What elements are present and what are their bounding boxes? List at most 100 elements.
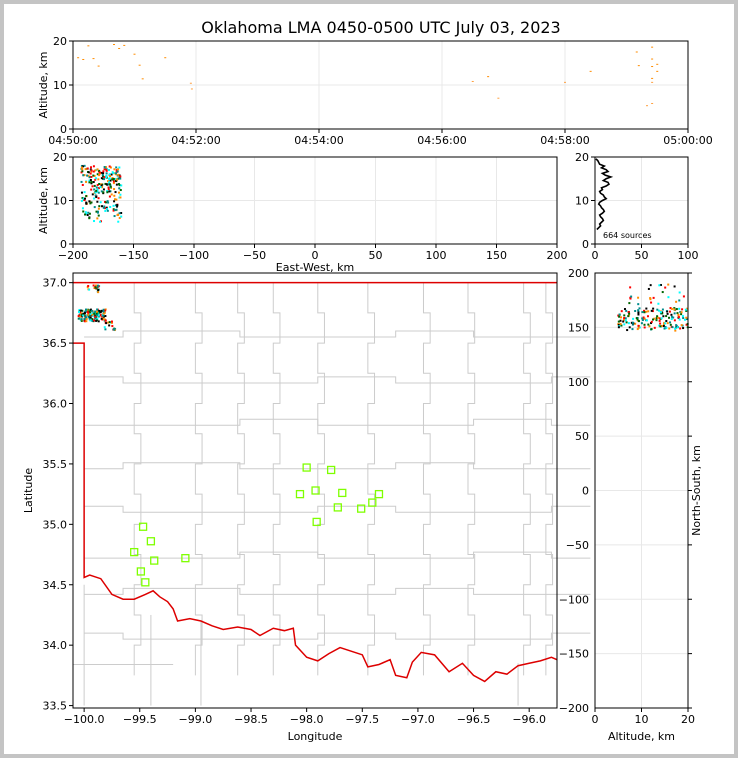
vhf-source-point bbox=[681, 315, 684, 318]
vhf-source-point bbox=[115, 208, 118, 211]
vhf-source-point bbox=[95, 312, 98, 315]
vhf-source-point bbox=[87, 174, 90, 177]
y-tick-label: 10 bbox=[575, 195, 589, 208]
vhf-source-point bbox=[107, 180, 110, 183]
vhf-source-point bbox=[626, 329, 629, 332]
vhf-source-point bbox=[637, 303, 640, 306]
vhf-source-point bbox=[96, 310, 99, 313]
vhf-source-point bbox=[115, 179, 118, 182]
vhf-source-point bbox=[81, 183, 84, 186]
y-tick-label: 50 bbox=[575, 430, 589, 443]
vhf-source-point bbox=[655, 317, 658, 320]
vhf-source-point bbox=[80, 191, 83, 194]
vhf-source-point bbox=[90, 182, 93, 185]
vhf-source-point bbox=[637, 296, 640, 299]
x-tick-label: 50 bbox=[635, 249, 649, 262]
vhf-source-point bbox=[77, 57, 80, 59]
vhf-source-point bbox=[82, 197, 85, 200]
vhf-source-point bbox=[138, 64, 141, 66]
county-boundary bbox=[84, 376, 591, 384]
lma-station-marker bbox=[368, 498, 377, 507]
vhf-source-point bbox=[93, 197, 96, 200]
lma-station-marker bbox=[338, 488, 347, 498]
vhf-source-point bbox=[98, 169, 101, 172]
vhf-source-point bbox=[98, 171, 101, 174]
vhf-source-point bbox=[85, 212, 88, 215]
vhf-source-point bbox=[107, 186, 110, 189]
vhf-source-point bbox=[649, 284, 652, 287]
vhf-source-point bbox=[77, 315, 80, 318]
vhf-source-point bbox=[116, 178, 119, 181]
vhf-source-point bbox=[119, 196, 122, 199]
vhf-source-point bbox=[81, 207, 84, 210]
vhf-source-point bbox=[96, 308, 99, 311]
vhf-source-point bbox=[113, 168, 116, 171]
vhf-source-point bbox=[94, 169, 97, 172]
y-tick-label: 150 bbox=[568, 321, 589, 334]
vhf-source-point bbox=[661, 308, 664, 311]
vhf-source-point bbox=[686, 307, 689, 310]
vhf-source-point bbox=[651, 81, 654, 83]
vhf-source-point bbox=[564, 81, 566, 83]
vhf-source-point bbox=[627, 322, 630, 325]
vhf-source-point bbox=[634, 309, 637, 312]
vhf-source-point bbox=[118, 212, 121, 215]
vhf-source-point bbox=[678, 291, 681, 294]
vhf-source-point bbox=[113, 44, 115, 46]
vhf-source-point bbox=[90, 166, 93, 169]
vhf-source-point bbox=[105, 322, 108, 325]
vhf-source-point bbox=[661, 312, 664, 315]
y-axis-label: Altitude, km bbox=[37, 167, 50, 234]
vhf-source-point bbox=[119, 189, 122, 192]
vhf-source-point bbox=[94, 286, 97, 289]
vhf-source-point bbox=[77, 311, 80, 314]
vhf-source-point bbox=[637, 324, 640, 327]
vhf-source-point bbox=[118, 47, 121, 49]
vhf-source-point bbox=[108, 190, 111, 193]
vhf-source-point bbox=[658, 319, 661, 322]
vhf-source-point bbox=[634, 322, 637, 325]
vhf-source-point bbox=[630, 295, 633, 298]
vhf-source-point bbox=[96, 200, 99, 203]
vhf-source-point bbox=[102, 308, 105, 311]
vhf-source-point bbox=[120, 184, 123, 187]
vhf-source-point bbox=[81, 315, 84, 318]
vhf-source-point bbox=[84, 211, 87, 214]
vhf-source-point bbox=[119, 193, 122, 196]
vhf-source-point bbox=[643, 317, 646, 320]
y-tick-label: 35.5 bbox=[43, 458, 68, 471]
vhf-source-point bbox=[101, 205, 104, 208]
vhf-source-point bbox=[657, 302, 660, 305]
x-tick-label: −97.0 bbox=[401, 713, 435, 726]
histogram-axes-frame bbox=[594, 156, 689, 245]
vhf-source-point bbox=[115, 169, 118, 172]
y-tick-label: 0 bbox=[60, 123, 67, 136]
vhf-source-point bbox=[674, 329, 677, 332]
vhf-source-point bbox=[83, 164, 86, 167]
vhf-source-point bbox=[631, 323, 634, 326]
x-tick-label: −99.5 bbox=[123, 713, 157, 726]
vhf-source-point bbox=[659, 310, 662, 313]
vhf-source-point bbox=[80, 318, 83, 321]
vhf-source-point bbox=[647, 323, 650, 326]
vhf-source-point bbox=[99, 311, 102, 314]
vhf-source-point bbox=[102, 310, 105, 313]
vhf-source-point bbox=[673, 285, 676, 288]
vhf-source-point bbox=[650, 301, 653, 304]
x-tick-label: 04:58:00 bbox=[540, 134, 589, 147]
vhf-source-point bbox=[88, 200, 91, 203]
vhf-source-point bbox=[105, 206, 108, 209]
vhf-source-point bbox=[114, 204, 117, 207]
vhf-source-point bbox=[141, 78, 144, 80]
vhf-source-point bbox=[632, 317, 635, 320]
vhf-source-point bbox=[104, 207, 107, 210]
vhf-source-point bbox=[686, 318, 689, 321]
vhf-source-point bbox=[80, 164, 83, 167]
x-tick-label: −150 bbox=[118, 249, 148, 262]
vhf-source-point bbox=[100, 309, 103, 312]
vhf-source-point bbox=[100, 317, 103, 320]
vhf-source-point bbox=[658, 309, 661, 312]
vhf-source-point bbox=[103, 318, 106, 321]
vhf-source-point bbox=[88, 176, 91, 179]
vhf-source-point bbox=[665, 327, 668, 330]
